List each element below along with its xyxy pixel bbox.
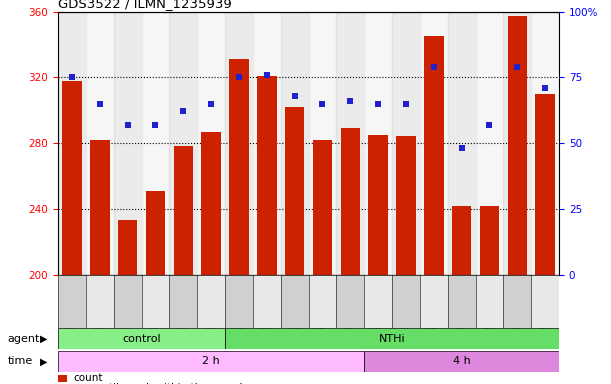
Point xyxy=(207,101,216,107)
Point xyxy=(290,93,299,99)
Point xyxy=(318,101,327,107)
Point xyxy=(540,85,550,91)
Bar xyxy=(475,12,503,275)
Point xyxy=(234,74,244,80)
Point xyxy=(485,122,494,128)
Point xyxy=(345,98,355,104)
Bar xyxy=(448,275,475,328)
Bar xyxy=(142,275,169,328)
Bar xyxy=(452,205,472,275)
Point xyxy=(95,101,104,107)
Text: percentile rank within the sample: percentile rank within the sample xyxy=(73,383,249,384)
Bar xyxy=(531,275,559,328)
Bar xyxy=(313,140,332,275)
Bar xyxy=(420,275,448,328)
Bar xyxy=(309,12,337,275)
Bar xyxy=(531,12,559,275)
Text: time: time xyxy=(7,356,32,366)
Bar xyxy=(86,12,114,275)
Bar xyxy=(480,205,499,275)
Bar xyxy=(368,135,388,275)
Text: ▶: ▶ xyxy=(40,356,47,366)
Bar xyxy=(58,375,67,382)
Bar xyxy=(503,12,531,275)
Bar xyxy=(475,275,503,328)
Bar xyxy=(225,275,253,328)
Bar xyxy=(424,36,444,275)
Bar xyxy=(58,275,86,328)
Bar xyxy=(86,275,114,328)
Bar xyxy=(169,275,197,328)
Text: count: count xyxy=(73,373,103,383)
Bar xyxy=(197,12,225,275)
Bar xyxy=(420,12,448,275)
Bar xyxy=(253,12,280,275)
Bar xyxy=(337,275,364,328)
Bar xyxy=(58,12,86,275)
Text: GDS3522 / ILMN_1235939: GDS3522 / ILMN_1235939 xyxy=(58,0,232,10)
Point xyxy=(457,145,467,151)
Point xyxy=(373,101,383,107)
Bar xyxy=(225,12,253,275)
Bar xyxy=(364,275,392,328)
Bar xyxy=(280,275,309,328)
Text: agent: agent xyxy=(7,334,40,344)
Bar xyxy=(225,328,559,349)
Text: NTHi: NTHi xyxy=(379,334,405,344)
Bar xyxy=(58,328,225,349)
Point xyxy=(150,122,160,128)
Bar xyxy=(197,275,225,328)
Bar xyxy=(285,107,304,275)
Bar xyxy=(169,12,197,275)
Bar xyxy=(364,12,392,275)
Bar xyxy=(396,136,415,275)
Bar xyxy=(448,12,475,275)
Point xyxy=(262,71,272,78)
Bar xyxy=(90,140,109,275)
Text: 4 h: 4 h xyxy=(453,356,470,366)
Bar xyxy=(118,220,137,275)
Bar xyxy=(508,17,527,275)
Bar xyxy=(364,351,559,372)
Bar xyxy=(535,94,555,275)
Bar xyxy=(337,12,364,275)
Point xyxy=(67,74,77,80)
Bar xyxy=(229,59,249,275)
Bar xyxy=(257,76,277,275)
Bar xyxy=(174,146,193,275)
Bar xyxy=(142,12,169,275)
Text: ▶: ▶ xyxy=(40,334,47,344)
Bar xyxy=(392,275,420,328)
Bar xyxy=(202,132,221,275)
Point xyxy=(429,64,439,70)
Point xyxy=(513,64,522,70)
Point xyxy=(401,101,411,107)
Bar xyxy=(62,81,82,275)
Bar xyxy=(114,12,142,275)
Bar xyxy=(503,275,531,328)
Bar xyxy=(253,275,280,328)
Text: 2 h: 2 h xyxy=(202,356,220,366)
Bar xyxy=(340,128,360,275)
Bar xyxy=(280,12,309,275)
Bar xyxy=(58,351,364,372)
Point xyxy=(123,122,133,128)
Text: control: control xyxy=(122,334,161,344)
Point xyxy=(178,108,188,114)
Bar xyxy=(392,12,420,275)
Bar xyxy=(146,191,165,275)
Bar xyxy=(309,275,337,328)
Bar xyxy=(114,275,142,328)
